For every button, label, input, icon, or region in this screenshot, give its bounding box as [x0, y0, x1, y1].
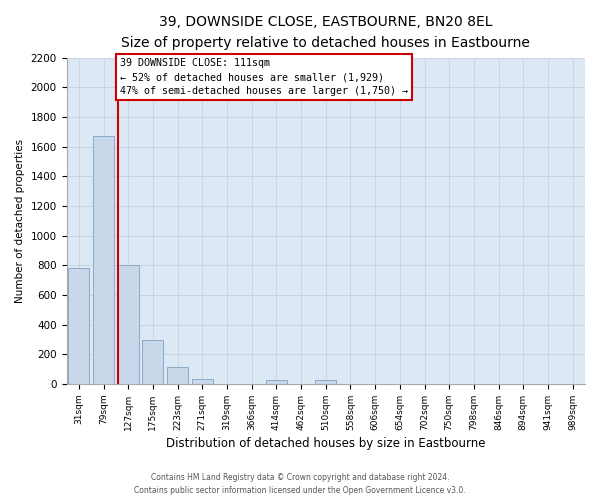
Bar — [68, 268, 89, 384]
Text: 39 DOWNSIDE CLOSE: 111sqm
← 52% of detached houses are smaller (1,929)
47% of se: 39 DOWNSIDE CLOSE: 111sqm ← 52% of detac… — [119, 58, 407, 96]
Bar — [167, 367, 188, 384]
Bar — [266, 380, 287, 384]
Y-axis label: Number of detached properties: Number of detached properties — [15, 139, 25, 303]
X-axis label: Distribution of detached houses by size in Eastbourne: Distribution of detached houses by size … — [166, 437, 485, 450]
Bar — [192, 379, 213, 384]
Title: 39, DOWNSIDE CLOSE, EASTBOURNE, BN20 8EL
Size of property relative to detached h: 39, DOWNSIDE CLOSE, EASTBOURNE, BN20 8EL… — [121, 15, 530, 50]
Bar — [118, 266, 139, 384]
Text: Contains HM Land Registry data © Crown copyright and database right 2024.
Contai: Contains HM Land Registry data © Crown c… — [134, 474, 466, 495]
Bar — [93, 136, 114, 384]
Bar — [142, 340, 163, 384]
Bar — [315, 380, 336, 384]
